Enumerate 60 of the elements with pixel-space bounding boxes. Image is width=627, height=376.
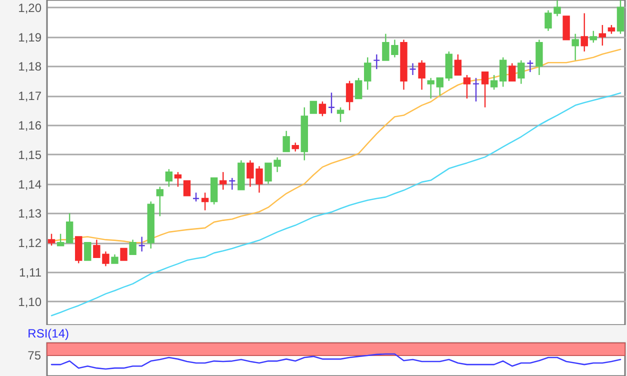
candlestick xyxy=(75,236,82,264)
y-tick-label: 1,10 xyxy=(18,294,42,309)
candlestick xyxy=(373,54,380,70)
candlestick xyxy=(138,236,146,252)
candlestick xyxy=(120,248,128,261)
candlestick xyxy=(129,239,136,256)
y-tick-label: 1,19 xyxy=(18,30,42,44)
candlestick xyxy=(526,60,534,73)
candlestick xyxy=(499,56,507,88)
candlestick xyxy=(56,233,64,246)
candlestick xyxy=(572,33,579,61)
y-tick-label: 1,15 xyxy=(18,148,42,162)
line-series xyxy=(50,92,622,316)
candlestick xyxy=(508,62,516,82)
candlestick xyxy=(427,77,434,100)
y-tick-label: 1,12 xyxy=(18,236,42,250)
y-tick-label: 1,14 xyxy=(18,177,42,192)
candlestick xyxy=(201,192,209,211)
candlestick xyxy=(66,212,74,244)
candlestick xyxy=(174,171,182,188)
y-tick-label: 1,20 xyxy=(18,0,42,15)
text: 75 xyxy=(28,348,42,363)
candlestick xyxy=(436,77,444,96)
candlestick xyxy=(354,77,362,100)
y-tick-label: 1,17 xyxy=(18,89,42,104)
candlestick xyxy=(518,60,525,84)
candlestick xyxy=(598,24,606,46)
candlestick xyxy=(409,62,416,76)
y-tick-label: 1,16 xyxy=(18,118,42,132)
candlestick xyxy=(418,60,426,90)
y-tick-label: 1,18 xyxy=(18,60,42,74)
candlestick xyxy=(210,177,218,206)
candlestick xyxy=(346,80,354,111)
candlestick xyxy=(156,186,164,217)
candlestick xyxy=(282,130,290,152)
y-tick-label: 1,11 xyxy=(19,266,42,280)
candlestick xyxy=(481,71,489,108)
candlestick xyxy=(84,242,92,261)
candlestick xyxy=(336,106,344,123)
candlestick xyxy=(165,168,173,188)
candlestick xyxy=(183,180,191,196)
candlestick xyxy=(228,177,236,190)
y-tick-label: 1,13 xyxy=(18,206,42,221)
candlestick xyxy=(536,39,543,76)
candlestick xyxy=(590,30,597,44)
candlestick xyxy=(318,100,326,117)
candlestick xyxy=(328,92,336,114)
candlestick xyxy=(490,74,498,90)
candlestick xyxy=(454,54,462,76)
candlestick xyxy=(220,171,227,190)
candlestick xyxy=(48,233,56,246)
candlestick xyxy=(364,56,372,90)
candlestick xyxy=(562,16,570,40)
candlestick xyxy=(616,0,624,34)
candlestick xyxy=(445,50,452,82)
chart-title: RSI(14) xyxy=(28,326,69,340)
candlestick xyxy=(580,12,588,52)
candlestick xyxy=(472,77,480,102)
candlestick xyxy=(463,74,471,100)
candlestick xyxy=(310,100,318,114)
